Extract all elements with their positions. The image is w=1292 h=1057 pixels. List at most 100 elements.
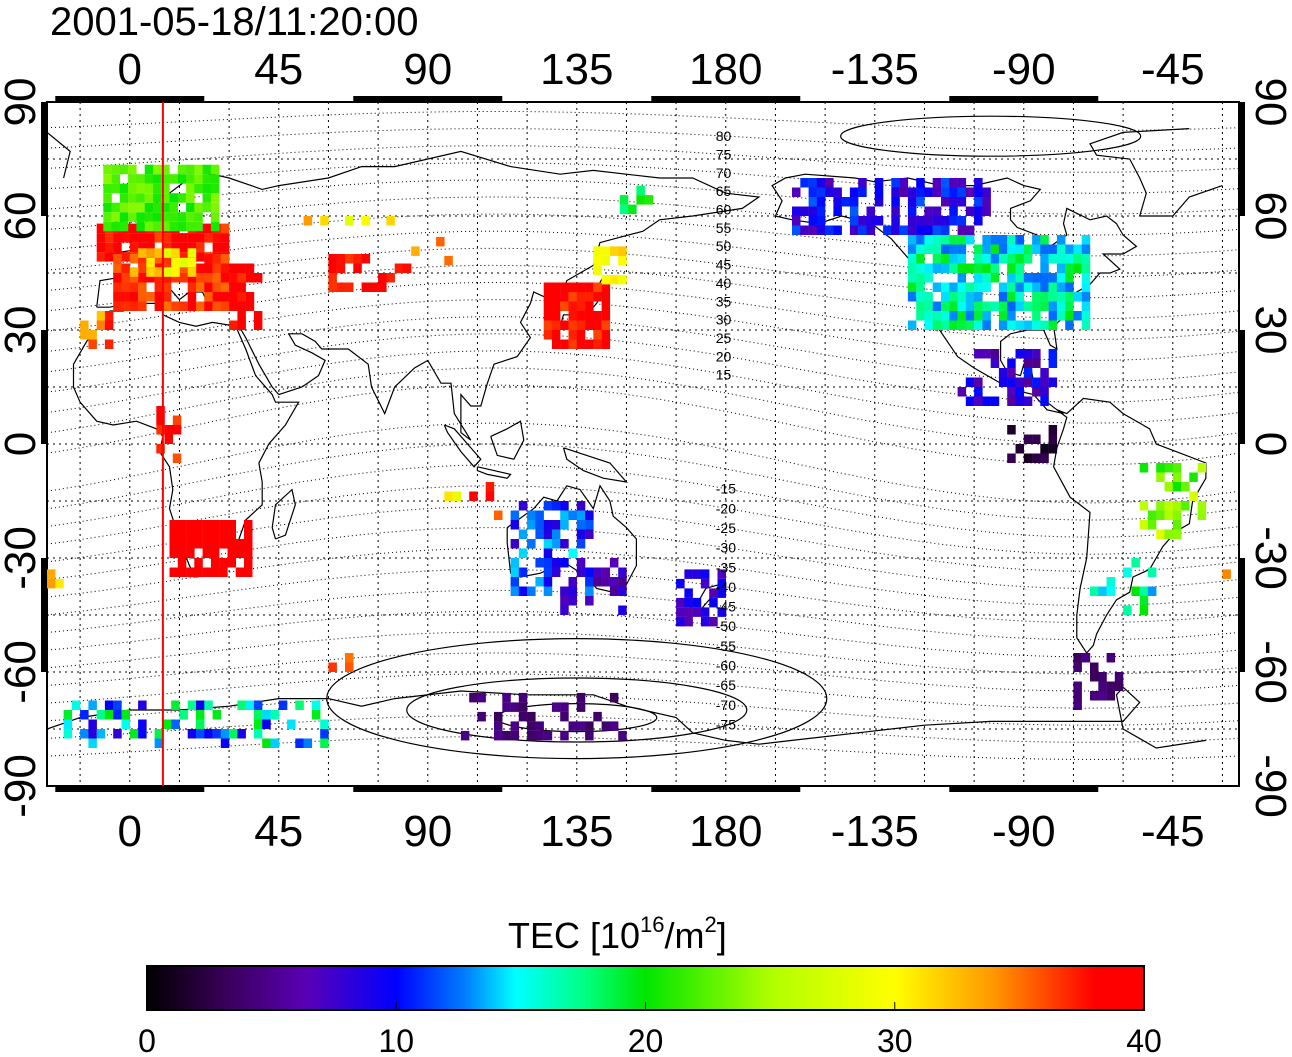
tec-cell (518, 702, 528, 712)
lon-tick-top: 90 (403, 45, 452, 94)
tec-cell (502, 730, 511, 741)
tec-cell (111, 164, 121, 175)
tec-cell (585, 282, 594, 292)
magnetic-latitude-label: -20 (716, 500, 736, 516)
tec-cell (982, 320, 991, 330)
tec-cell (154, 282, 164, 292)
tec-cell (636, 185, 645, 196)
tec-cell (816, 225, 826, 235)
magnetic-latitude-contour (47, 568, 1239, 624)
tec-cell (202, 567, 212, 577)
lon-tick-bottom: 90 (403, 807, 452, 856)
magnetic-latitude-contour (47, 589, 1239, 641)
tec-cell (1139, 520, 1149, 530)
tec-cell (136, 212, 145, 222)
tec-cell (202, 202, 212, 213)
tec-cell (692, 597, 702, 608)
tec-cell (510, 730, 520, 741)
tec-cell (63, 719, 73, 729)
coastline (476, 466, 512, 479)
tec-cell (1073, 292, 1082, 302)
tec-cell (1065, 301, 1074, 311)
tec-cell (1156, 472, 1165, 482)
tec-cell (177, 174, 187, 184)
tec-cell (1073, 311, 1082, 321)
tec-cell (1015, 377, 1024, 387)
tec-cell (320, 729, 329, 739)
tec-cell (965, 301, 975, 311)
tec-cell (179, 301, 188, 311)
tec-cell (1065, 282, 1074, 292)
lon-tick-top: 180 (689, 45, 762, 94)
tec-cell (204, 273, 213, 283)
magnetic-latitude-label: -60 (716, 658, 736, 674)
tec-cell (941, 282, 950, 292)
tec-cell (328, 263, 337, 273)
tec-cell (452, 491, 462, 501)
magnetic-latitude-label: 40 (716, 275, 732, 291)
lat-tick-right: 0 (1246, 432, 1292, 456)
border-bar-left (41, 330, 47, 444)
tec-cell (700, 569, 710, 579)
tec-cell (535, 510, 544, 520)
tec-cell (237, 263, 246, 273)
tec-cell (1222, 569, 1231, 579)
tec-cell (485, 491, 495, 501)
tec-cell (177, 567, 187, 577)
tec-cell (311, 700, 321, 710)
tec-cell (965, 396, 975, 406)
tec-cell (194, 221, 203, 232)
tec-cell (618, 567, 627, 577)
tec-cell (1023, 320, 1033, 330)
tec-cell (907, 216, 917, 226)
tec-cell (527, 520, 536, 530)
tec-cell (136, 193, 145, 203)
tec-cell (949, 206, 958, 216)
tec-cell (128, 183, 137, 194)
tec-cell (551, 539, 561, 549)
tec-cell (96, 223, 106, 234)
tec-cell (1040, 273, 1049, 283)
tec-cell (551, 558, 561, 568)
tec-cell (328, 273, 337, 283)
tec-cell (1181, 501, 1190, 511)
tec-cell (1065, 292, 1074, 302)
lon-tick-bottom: 0 (118, 807, 142, 856)
tec-cell (585, 339, 594, 349)
tec-cell (55, 578, 64, 589)
tec-cell (129, 254, 139, 264)
tec-cell (924, 292, 933, 302)
tec-cell (154, 301, 164, 311)
tec-cell (1098, 672, 1107, 682)
tec-cell (103, 164, 112, 175)
tec-cell (187, 257, 197, 268)
tec-cell (320, 216, 329, 226)
tec-cell (543, 292, 553, 302)
tec-cell (899, 225, 909, 235)
tec-cell (568, 320, 577, 330)
tec-cell (477, 692, 486, 703)
tec-cell (169, 202, 178, 213)
tec-cell (1023, 396, 1033, 406)
tec-cell (88, 330, 97, 340)
tec-cell (253, 700, 263, 710)
tec-cell (924, 216, 933, 226)
map-border-bars (41, 96, 1245, 792)
tec-cell (237, 700, 246, 710)
tec-cell (1007, 244, 1016, 254)
tec-cell (808, 225, 818, 235)
tec-cell (88, 719, 97, 729)
tec-cell (204, 282, 213, 292)
tec-cell (287, 719, 296, 729)
tec-cell (924, 244, 933, 254)
tec-cell (709, 588, 718, 598)
tec-cell (270, 710, 279, 720)
tec-cell (932, 178, 942, 188)
tec-cell (220, 282, 230, 292)
tec-cell (1090, 662, 1099, 672)
tec-cell (866, 206, 875, 216)
tec-cell (104, 320, 114, 330)
tec-cell (891, 197, 900, 207)
tec-cell (974, 273, 983, 283)
tec-cell (171, 267, 180, 277)
